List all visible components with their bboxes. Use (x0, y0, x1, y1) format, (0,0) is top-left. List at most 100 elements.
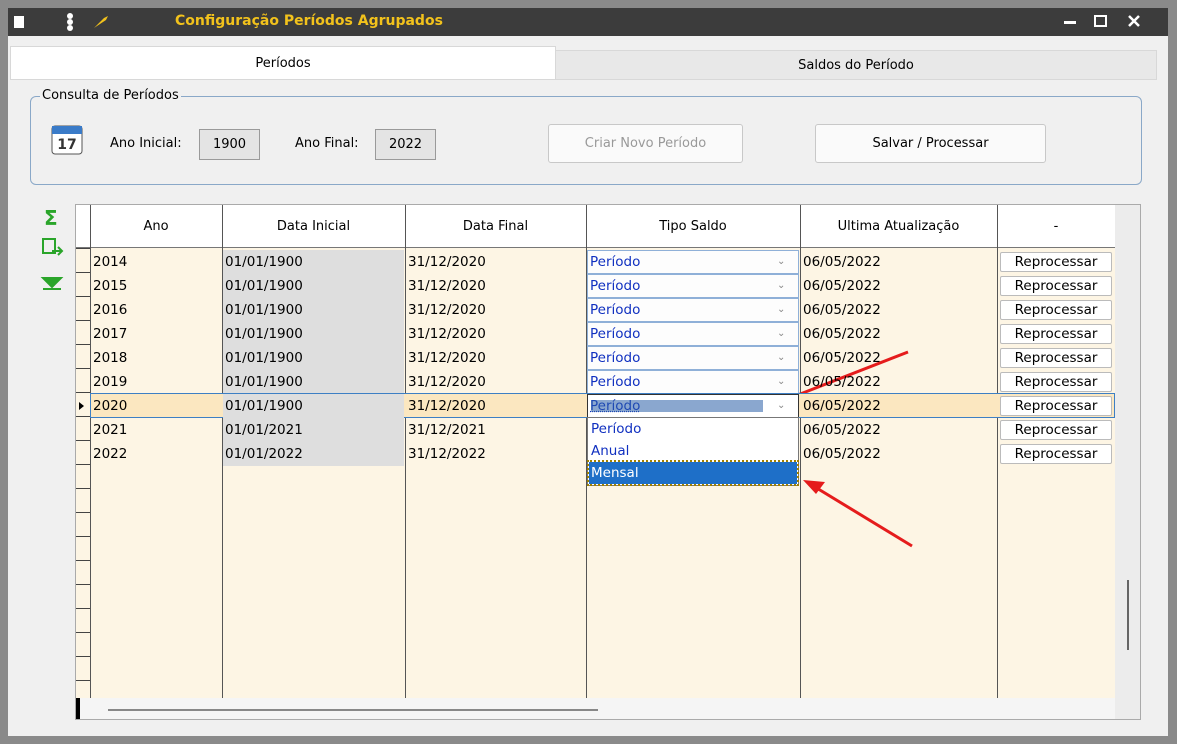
grid-cell: 2019 (93, 374, 128, 390)
row-tick (76, 656, 90, 657)
grid-cell: 01/01/1900 (223, 322, 404, 346)
row-tick (76, 440, 90, 441)
dropdown-cell[interactable]: Período (587, 346, 799, 370)
grid-cell: 2022 (93, 446, 128, 462)
grid-cell: 2015 (93, 278, 128, 294)
row-tick (76, 368, 90, 369)
grid-cell: 2017 (93, 326, 128, 342)
group-title: Consulta de Períodos (40, 88, 181, 103)
grid-header (76, 205, 1115, 248)
dropdown-cell[interactable]: Período (587, 370, 799, 394)
text-input[interactable]: 1900 (199, 129, 260, 160)
grid-cell: 06/05/2022 (803, 374, 881, 390)
grid-cell: 01/01/1900 (223, 274, 404, 298)
dropdown-arrow: ⌄ (777, 400, 786, 411)
dropdown-cell[interactable]: Período (587, 298, 799, 322)
grid-cell: 31/12/2020 (408, 254, 486, 270)
dropdown-arrow: ⌄ (777, 256, 786, 267)
row-tick (76, 512, 90, 513)
dropdown-arrow: ⌄ (777, 376, 786, 387)
button[interactable]: Reprocessar (1000, 444, 1112, 464)
button[interactable]: Criar Novo Período (548, 124, 743, 163)
row-tick (76, 272, 90, 273)
grid-cell: 31/12/2020 (408, 302, 486, 318)
row-marker (76, 698, 80, 719)
calendar-icon: 17 (51, 125, 83, 155)
row-tick (76, 296, 90, 297)
grid-cell: 06/05/2022 (803, 350, 881, 366)
button[interactable]: Salvar / Processar (815, 124, 1046, 163)
button[interactable]: Reprocessar (1000, 372, 1112, 392)
column-header: - (1053, 218, 1059, 234)
scroll-thumb (1127, 580, 1129, 650)
grid-cell: 2016 (93, 302, 128, 318)
row-tick (76, 608, 90, 609)
column-line (222, 205, 223, 698)
button[interactable]: Reprocessar (1000, 348, 1112, 368)
column-header: Data Final (462, 218, 529, 234)
title-bar: Configuração Períodos Agrupados (8, 8, 1168, 36)
dropdown-option[interactable]: Anual (591, 443, 630, 459)
row-tick (76, 248, 90, 249)
dropdown-option[interactable]: Mensal (587, 460, 799, 486)
dropdown-arrow: ⌄ (777, 352, 786, 363)
row-tick (76, 392, 90, 393)
grid-cell: 01/01/2022 (223, 442, 404, 466)
svg-text:Σ: Σ (44, 206, 58, 230)
grid-cell: 06/05/2022 (803, 446, 881, 462)
side-toolbar[interactable]: Σ (40, 205, 70, 295)
h-scroll (76, 698, 1115, 719)
grid-cell: 31/12/2022 (408, 446, 486, 462)
grid-cell: 01/01/1900 (223, 394, 404, 418)
dropdown-cell[interactable]: Período (587, 322, 799, 346)
grid-cell: 01/01/1900 (223, 298, 404, 322)
column-line (586, 205, 587, 698)
grid-cell: 06/05/2022 (803, 278, 881, 294)
row-pointer (79, 402, 84, 410)
dropdown-cell[interactable]: Período (587, 274, 799, 298)
grid-cell: 31/12/2020 (408, 398, 486, 414)
grid-cell: 06/05/2022 (803, 398, 881, 414)
tab[interactable]: Saldos do Período (555, 50, 1157, 80)
grid-cell: 31/12/2020 (408, 326, 486, 342)
button[interactable]: Reprocessar (1000, 324, 1112, 344)
window-title: Configuração Períodos Agrupados (175, 13, 443, 29)
h-scroll-thumb (108, 709, 598, 711)
grid-cell: 2020 (93, 398, 128, 414)
button[interactable]: Reprocessar (1000, 252, 1112, 272)
grid-cell: 2018 (93, 350, 128, 366)
dropdown-focus (591, 400, 763, 412)
column-header: Ano (143, 218, 169, 234)
button[interactable]: Reprocessar (1000, 276, 1112, 296)
button[interactable]: Reprocessar (1000, 300, 1112, 320)
grid-cell: 2021 (93, 422, 128, 438)
label: Ano Inicial: (110, 136, 182, 151)
row-tick (76, 344, 90, 345)
dropdown-option[interactable]: Período (591, 421, 642, 437)
grid-cell: 06/05/2022 (803, 254, 881, 270)
button[interactable]: Reprocessar (1000, 420, 1112, 440)
tab[interactable]: Períodos (10, 46, 556, 80)
text-input[interactable]: 2022 (375, 129, 436, 160)
grid-cell: 01/01/2021 (223, 418, 404, 442)
row-tick (76, 560, 90, 561)
row-tick (76, 464, 90, 465)
grid-cell: 01/01/1900 (223, 250, 404, 274)
column-header: Data Inicial (276, 218, 351, 234)
grid-cell: 2014 (93, 254, 128, 270)
column-header: Tipo Saldo (659, 218, 727, 234)
grid-cell: 06/05/2022 (803, 422, 881, 438)
title-icons (14, 13, 1140, 31)
column-line (997, 205, 998, 698)
grid-cell: 01/01/1900 (223, 346, 404, 370)
grid-cell: 31/12/2020 (408, 350, 486, 366)
dropdown-arrow: ⌄ (777, 328, 786, 339)
grid-cell: 01/01/1900 (223, 370, 404, 394)
button[interactable]: Reprocessar (1000, 396, 1112, 416)
grid-cell: 06/05/2022 (803, 302, 881, 318)
row-tick (76, 488, 90, 489)
calendar-day: 17 (57, 137, 76, 153)
dropdown-cell[interactable]: Período (587, 250, 799, 274)
